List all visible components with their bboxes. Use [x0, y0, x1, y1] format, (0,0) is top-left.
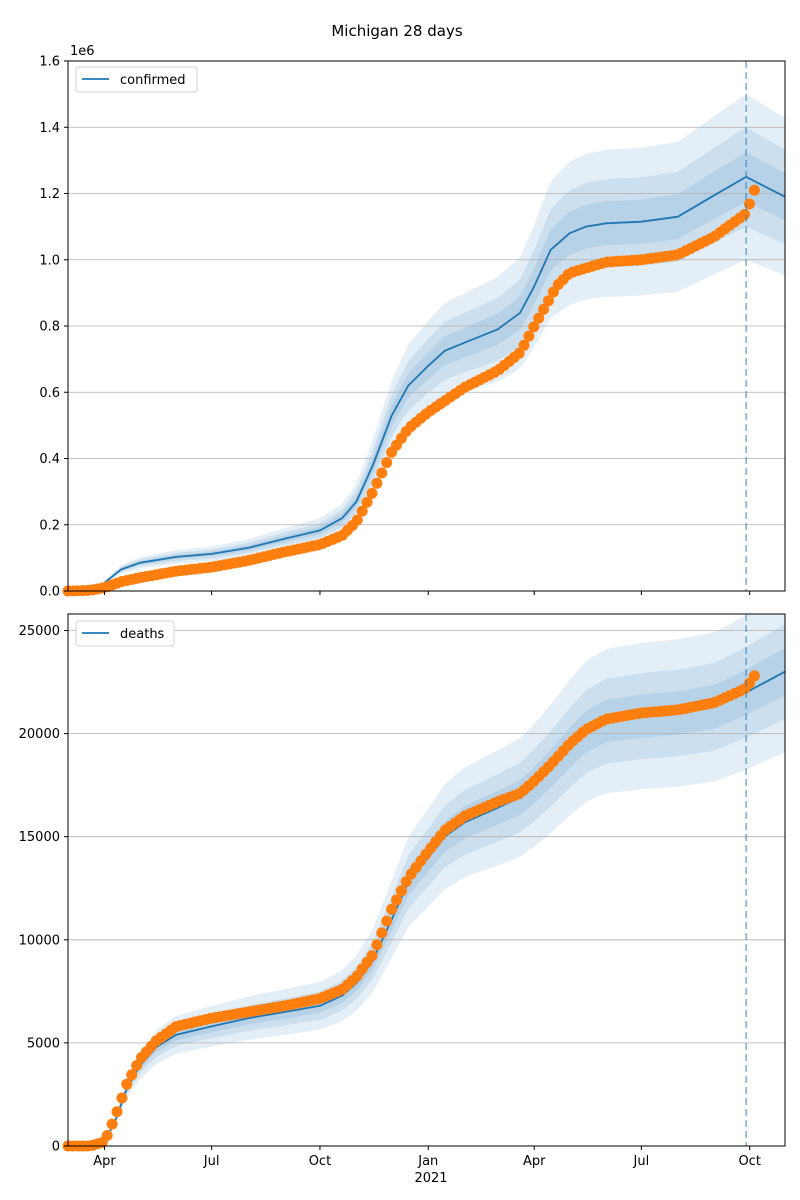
x-tick-label: Jul — [203, 1154, 220, 1169]
y-tick-label: 15000 — [19, 830, 60, 845]
deaths-legend: deaths — [75, 620, 175, 647]
confirmed-legend-box — [75, 66, 198, 93]
observed-point — [748, 184, 760, 196]
deaths-bands — [68, 614, 785, 1146]
observed-point — [528, 321, 540, 333]
observed-point — [351, 514, 363, 526]
uncertainty-band-3 — [68, 153, 785, 591]
x-tick-label: Jul — [633, 1154, 650, 1169]
observed-point — [739, 209, 751, 220]
observed-point — [513, 347, 525, 359]
y-tick-label: 1.2 — [39, 187, 60, 202]
observed-point — [371, 939, 383, 951]
y-tick-label: 0.2 — [39, 518, 60, 533]
observed-point — [518, 339, 530, 351]
x-tick-label: Apr — [523, 1154, 546, 1169]
uncertainty-band-2 — [68, 128, 785, 591]
observed-point — [748, 670, 760, 682]
confirmed-y-ticks: 0.0 0.2 0.4 0.6 0.8 1.0 1.2 1.4 1.6 — [39, 55, 68, 600]
observed-point — [381, 915, 393, 927]
y-tick-label: 0.0 — [39, 585, 60, 600]
confirmed-model-line — [67, 175, 786, 592]
observed-point — [533, 312, 545, 324]
model-median-line — [67, 175, 786, 592]
confirmed-bands — [68, 95, 785, 591]
uncertainty-band-1 — [68, 95, 785, 591]
confirmed-grid — [68, 60, 785, 592]
observed-point — [381, 457, 393, 469]
confirmed-panel: 0.0 0.2 0.4 0.6 0.8 1.0 1.2 1.4 1.6 1e6 confirme… — [39, 44, 786, 600]
observed-point — [361, 496, 373, 508]
observed-point — [101, 1130, 113, 1141]
deaths-y-ticks: 0 5000 10000 15000 20000 25000 — [19, 624, 68, 1155]
deaths-x-ticks: Apr Jul Oct Jan Apr Jul Oct — [93, 1146, 761, 1169]
observed-point — [543, 295, 554, 307]
x-tick-label: Jan — [417, 1154, 438, 1169]
observed-point — [116, 1092, 128, 1104]
observed-point — [131, 1060, 143, 1071]
confirmed-y-multiplier: 1e6 — [70, 44, 95, 59]
deaths-axes-frame — [67, 613, 786, 1147]
confirmed-legend: confirmed — [75, 66, 198, 93]
y-tick-label: 20000 — [19, 727, 60, 742]
confirmed-x-ticks — [103, 591, 751, 595]
deaths-grid — [68, 630, 785, 1147]
observed-point — [106, 1118, 118, 1130]
y-tick-label: 1.0 — [39, 253, 60, 268]
observed-point — [391, 894, 402, 906]
observed-point — [356, 505, 368, 517]
y-tick-label: 0.6 — [39, 386, 60, 401]
y-tick-label: 25000 — [19, 624, 60, 639]
y-tick-label: 1.4 — [39, 121, 60, 136]
chart-title: Michigan 28 days — [331, 22, 462, 40]
observed-point — [121, 1078, 133, 1090]
x-tick-label: Oct — [738, 1154, 760, 1169]
y-tick-label: 0 — [52, 1140, 60, 1155]
confirmed-legend-label: confirmed — [120, 73, 186, 88]
observed-point — [538, 303, 550, 315]
observed-point — [126, 1069, 138, 1081]
y-tick-label: 1.6 — [39, 55, 60, 70]
observed-point — [386, 903, 398, 915]
deaths-legend-label: deaths — [120, 627, 165, 642]
deaths-legend-box — [75, 620, 175, 647]
x-axis-year-label: 2021 — [414, 1171, 447, 1186]
observed-point — [366, 487, 378, 499]
y-tick-label: 5000 — [27, 1036, 60, 1051]
observed-point — [376, 927, 388, 939]
uncertainty-band-3 — [68, 648, 785, 1146]
observed-point — [111, 1106, 123, 1118]
observed-point — [523, 330, 535, 342]
observed-point — [366, 950, 378, 962]
observed-point — [376, 467, 388, 479]
x-tick-label: Oct — [309, 1154, 331, 1169]
confirmed-observed-points — [62, 184, 760, 597]
observed-point — [371, 477, 383, 489]
y-tick-label: 0.8 — [39, 320, 60, 335]
y-tick-label: 10000 — [19, 933, 60, 948]
observed-point — [395, 885, 407, 897]
x-tick-label: Apr — [93, 1154, 116, 1169]
y-tick-label: 0.4 — [39, 452, 60, 467]
